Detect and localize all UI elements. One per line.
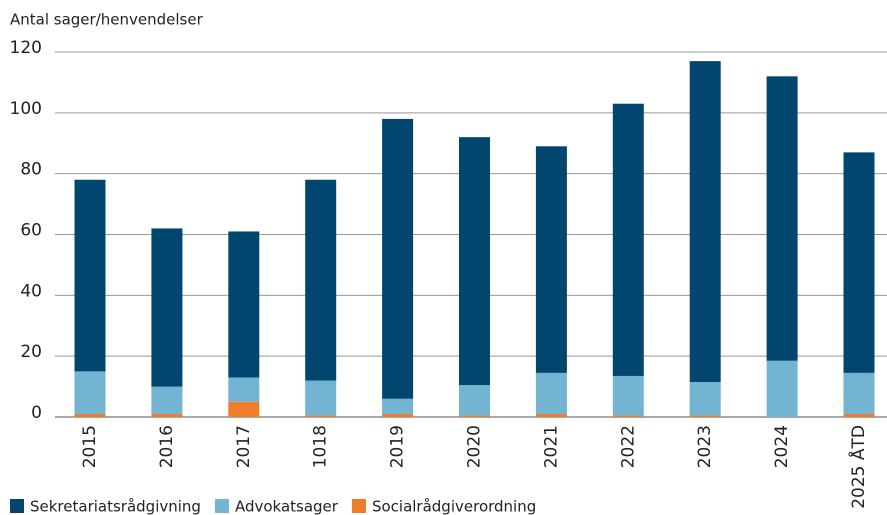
- bar-segment: [535, 413, 567, 417]
- legend-swatch: [351, 499, 366, 513]
- bar-segment: [689, 382, 721, 416]
- bar-segment: [612, 103, 644, 376]
- bar-segment: [459, 137, 490, 386]
- y-axis-label: Antal sager/henvendelser: [10, 11, 204, 29]
- y-tick-label: 60: [20, 221, 42, 241]
- bar-segment: [151, 228, 183, 387]
- bar-segment: [689, 61, 721, 383]
- bar-segment: [228, 401, 260, 417]
- x-tick-label: 1018: [311, 425, 331, 468]
- bar-segment: [766, 360, 798, 417]
- x-tick-label: 2019: [388, 425, 408, 468]
- y-tick-label: 20: [20, 342, 42, 362]
- x-tick-label: 2025 ÅTD: [847, 425, 869, 509]
- bar-segment: [766, 76, 798, 361]
- x-tick-label: 2022: [618, 425, 638, 468]
- bar-segment: [382, 398, 414, 414]
- bar-segment: [305, 415, 337, 417]
- bar-segment: [305, 380, 337, 416]
- bar-segment: [74, 179, 106, 372]
- legend-label: Advokatsager: [235, 498, 339, 515]
- legend-label: Socialrådgiverordning: [372, 498, 536, 515]
- bar-segment: [612, 415, 644, 417]
- bar-segment: [74, 413, 106, 417]
- bar-segment: [612, 375, 644, 416]
- legend-swatch: [214, 499, 229, 513]
- y-tick-label: 100: [10, 99, 42, 119]
- x-tick-label: 2015: [80, 425, 100, 468]
- bar-segment: [459, 415, 490, 417]
- bar-segment: [535, 146, 567, 373]
- x-tick-label: 2016: [157, 425, 177, 468]
- legend-label: Sekretariatsrådgivning: [30, 498, 201, 515]
- y-tick-label: 120: [10, 38, 42, 58]
- bar-segment: [228, 231, 260, 378]
- bar-segment: [74, 371, 106, 414]
- y-tick-label: 80: [20, 160, 42, 180]
- bar-segment: [305, 179, 337, 381]
- bar-segment: [843, 372, 875, 414]
- x-tick-label: 2020: [465, 425, 485, 468]
- legend-swatch: [10, 499, 24, 513]
- x-tick-label: 2024: [772, 425, 792, 468]
- x-tick-label: 2017: [234, 425, 254, 468]
- bar-segment: [382, 118, 414, 399]
- bar-segment: [228, 377, 260, 402]
- bar-segment: [535, 372, 567, 414]
- x-tick-label: 2023: [695, 425, 715, 468]
- y-tick-label: 40: [20, 281, 42, 301]
- bar-segment: [689, 415, 721, 417]
- x-tick-label: 2021: [541, 425, 561, 468]
- bar-segment: [382, 413, 414, 417]
- bar-segment: [843, 413, 875, 417]
- y-tick-label: 0: [31, 403, 42, 423]
- bar-segment: [843, 152, 875, 373]
- bar-segment: [459, 385, 490, 416]
- bar-segment: [151, 386, 183, 414]
- bar-segment: [151, 413, 183, 417]
